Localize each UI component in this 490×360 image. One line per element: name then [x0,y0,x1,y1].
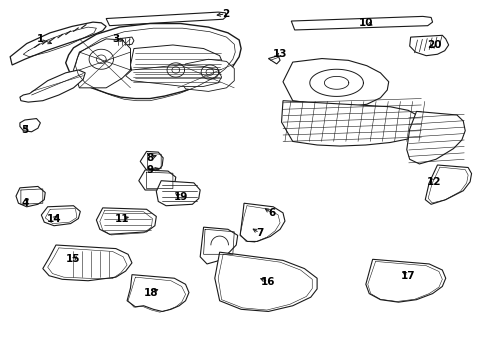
Polygon shape [269,56,280,64]
Text: 8: 8 [147,153,154,163]
Text: 15: 15 [66,254,81,264]
Text: 7: 7 [256,228,263,238]
Text: 6: 6 [268,208,275,218]
Text: 5: 5 [21,125,28,135]
Polygon shape [140,152,163,170]
Polygon shape [291,17,433,30]
Polygon shape [20,70,85,102]
Text: 3: 3 [112,34,120,44]
Text: 9: 9 [147,165,153,175]
Text: 12: 12 [427,177,441,187]
Text: 16: 16 [261,277,276,287]
Polygon shape [97,208,156,234]
Text: 10: 10 [359,18,373,28]
Polygon shape [115,37,134,46]
Polygon shape [106,12,226,26]
Polygon shape [10,22,106,65]
Text: 18: 18 [144,288,159,297]
Polygon shape [156,181,200,206]
Polygon shape [74,39,130,88]
Polygon shape [130,45,223,84]
Polygon shape [178,59,234,91]
Polygon shape [282,101,423,146]
Text: 14: 14 [47,213,61,224]
Text: 11: 11 [115,213,129,224]
Text: 17: 17 [401,271,416,281]
Polygon shape [20,118,40,132]
Polygon shape [66,23,241,99]
Polygon shape [407,111,465,164]
Polygon shape [283,59,389,107]
Polygon shape [215,252,317,311]
Text: 2: 2 [222,9,229,19]
Polygon shape [16,186,45,207]
Polygon shape [425,165,471,204]
Text: 19: 19 [173,192,188,202]
Polygon shape [43,245,132,281]
Polygon shape [127,275,189,311]
Text: 4: 4 [21,198,28,208]
Text: 20: 20 [427,40,441,50]
Polygon shape [410,35,449,56]
Text: 13: 13 [273,49,287,59]
Polygon shape [200,227,238,264]
Polygon shape [125,65,221,86]
Polygon shape [41,206,80,226]
Polygon shape [366,259,446,302]
Polygon shape [139,170,176,190]
Text: 1: 1 [37,34,44,44]
Polygon shape [240,203,285,242]
